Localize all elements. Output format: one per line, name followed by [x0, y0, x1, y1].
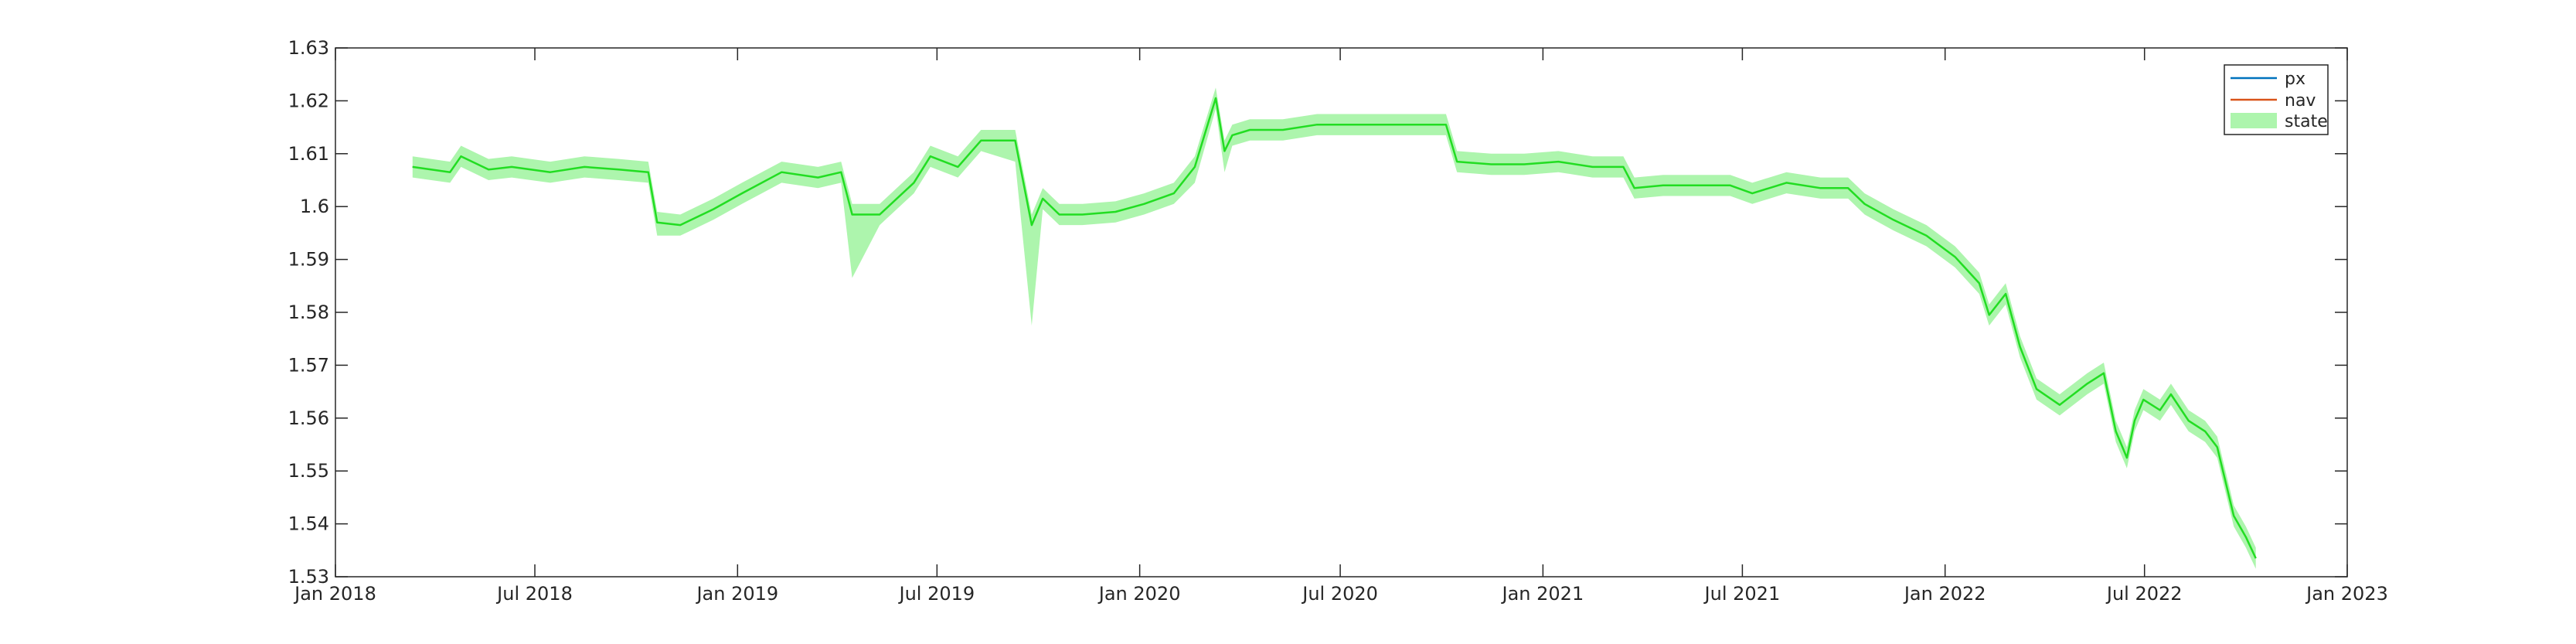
x-tick-label: Jul 2019: [897, 583, 975, 605]
y-tick-label: 1.54: [288, 513, 329, 535]
y-tick-label: 1.6: [300, 196, 329, 217]
x-axis: Jan 2018 Jul 2018 Jan 2019 Jul 2019 Jan 2020…: [293, 48, 2388, 605]
x-tick-label: Jan 2022: [1903, 583, 1986, 605]
state-band-layer: [412, 87, 2256, 569]
x-tick-label: Jul 2020: [1301, 583, 1378, 605]
x-tick-label: Jul 2021: [1703, 583, 1781, 605]
legend-nav-label: nav: [2285, 91, 2316, 111]
y-tick-label: 1.58: [288, 302, 329, 323]
y-tick-label: 1.62: [288, 90, 329, 111]
y-tick-label: 1.61: [288, 143, 329, 165]
x-tick-label: Jan 2020: [1097, 583, 1181, 605]
x-tick-label: Jan 2021: [1501, 583, 1584, 605]
legend-px-label: px: [2285, 70, 2305, 89]
y-tick-label: 1.56: [288, 407, 329, 429]
x-tick-label: Jul 2022: [2105, 583, 2183, 605]
y-tick-label: 1.55: [288, 460, 329, 482]
y-tick-label: 1.59: [288, 249, 329, 271]
legend-state-label: state: [2285, 112, 2328, 131]
y-tick-label: 1.53: [288, 566, 329, 588]
legend-state-swatch: [2231, 113, 2277, 128]
series-layer: [412, 97, 2257, 559]
y-tick-label: 1.63: [288, 37, 329, 59]
legend: px nav state: [2224, 64, 2329, 135]
y-axis: 1.53 1.54 1.55 1.56 1.57 1.58 1.59 1.6 1.61 1.62 1…: [288, 37, 2347, 588]
state-band: [412, 87, 2256, 569]
y-tick-label: 1.57: [288, 354, 329, 376]
x-tick-label: Jan 2019: [695, 583, 778, 605]
series-line-state: [412, 97, 2257, 559]
x-tick-label: Jul 2018: [495, 583, 573, 605]
x-tick-label: Jan 2018: [293, 583, 376, 605]
x-tick-label: Jan 2023: [2305, 583, 2388, 605]
